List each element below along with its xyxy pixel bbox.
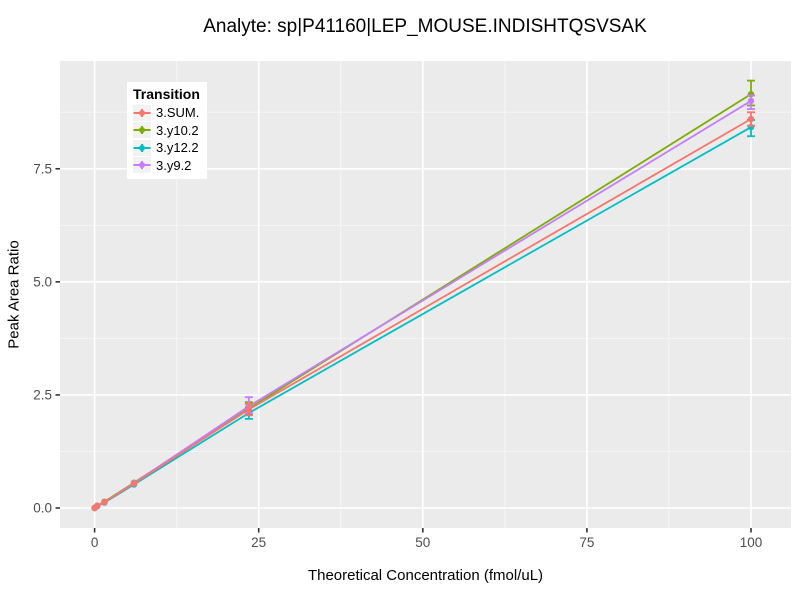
data-point	[747, 97, 755, 105]
legend-box: Transition 3.SUM. 3.y10.2 3.y12.2 3.y9.2	[127, 82, 207, 179]
y-tick-label: 5.0	[33, 274, 52, 289]
data-series-layer	[91, 79, 755, 512]
legend-key-icon	[133, 139, 151, 156]
data-point	[245, 406, 253, 413]
series-3-SUM-	[91, 111, 755, 512]
legend-key-point	[139, 144, 145, 151]
chart-title: Analyte: sp|P41160|LEP_MOUSE.INDISHTQSVS…	[203, 16, 647, 37]
x-tick-label: 25	[251, 535, 266, 550]
data-point	[130, 480, 138, 487]
legend-item-label: 3.SUM.	[156, 105, 200, 121]
grid-major-lines	[60, 61, 791, 528]
legend-key-icon	[133, 122, 151, 139]
legend-key-point	[139, 127, 145, 134]
y-tick-label: 7.5	[33, 161, 52, 176]
x-tick-label: 50	[415, 535, 430, 550]
legend-item-label: 3.y10.2	[156, 122, 199, 138]
x-tick-label: 75	[579, 535, 594, 550]
x-axis-title: Theoretical Concentration (fmol/uL)	[307, 567, 544, 584]
legend-title: Transition	[133, 86, 200, 102]
axis-tick-labels: 0 25 50 75 100 0.0 2.5 5.0 7.5	[33, 161, 762, 550]
x-tick-label: 100	[740, 535, 763, 550]
y-axis-title: Peak Area Ratio	[5, 240, 23, 349]
legend-items: 3.SUM. 3.y10.2 3.y12.2 3.y9.2	[132, 104, 200, 174]
legend-item-label: 3.y12.2	[156, 140, 199, 156]
legend-item-3-SUM-: 3.SUM.	[132, 104, 200, 122]
legend-key-icon	[133, 157, 151, 174]
y-tick-label: 2.5	[33, 387, 52, 402]
legend-item-3-y10-2: 3.y10.2	[132, 122, 200, 140]
legend-key-point	[139, 109, 145, 116]
legend-key-icon	[133, 104, 151, 121]
y-tick-label: 0.0	[33, 501, 52, 516]
data-point	[747, 115, 755, 123]
data-point	[94, 502, 101, 509]
data-point	[101, 498, 108, 506]
x-tick-label: 0	[91, 535, 99, 550]
axis-ticks	[55, 167, 752, 533]
legend-item-label: 3.y9.2	[156, 157, 192, 173]
legend-item-3-y9-2: 3.y9.2	[132, 157, 200, 175]
legend-key-point	[139, 162, 145, 169]
legend-item-3-y12-2: 3.y12.2	[132, 139, 200, 157]
